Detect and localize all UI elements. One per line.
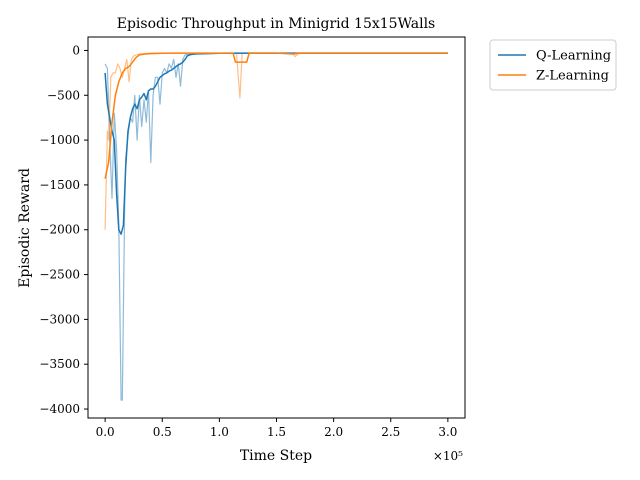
y-tick-label: −3500 [39, 357, 80, 371]
x-tick-label: 3.0 [438, 425, 457, 439]
y-tick-label: 0 [72, 43, 80, 57]
x-tick-label: 0.0 [96, 425, 115, 439]
series-smoothed-q-learning [104, 52, 448, 235]
y-axis-label: Episodic Reward [17, 168, 33, 288]
plot-area [104, 52, 448, 401]
x-tick-label: 0.5 [153, 425, 172, 439]
y-tick-label: −2000 [39, 223, 80, 237]
legend-label-q-learning: Q-Learning [536, 49, 611, 64]
series-smoothed-z-learning [104, 52, 448, 179]
y-tick-label: −1000 [39, 133, 80, 147]
y-tick-label: −1500 [39, 178, 80, 192]
y-tick-label: −4000 [39, 402, 80, 416]
y-tick-label: −500 [47, 88, 80, 102]
plot-frame [87, 36, 466, 419]
ticks: 0.0 0.5 1.0 1.5 2.0 2.5 3.0 0 −500 −1000 −1500 −200… [39, 43, 457, 439]
x-tick-label: 2.0 [324, 425, 343, 439]
x-tick-label: 2.5 [381, 425, 400, 439]
legend-label-z-learning: Z-Learning [536, 69, 609, 84]
legend: Q-Learning Z-Learning [489, 39, 617, 91]
legend-box [489, 39, 617, 91]
x-axis-multiplier: ×10⁵ [433, 449, 463, 463]
series-raw-q-learning [104, 52, 448, 401]
chart-title: Episodic Throughput in Minigrid 15x15Wal… [117, 16, 436, 32]
y-tick-label: −2500 [39, 268, 80, 282]
y-tick-label: −3000 [39, 312, 80, 326]
series-raw-z-learning [104, 52, 448, 230]
x-tick-label: 1.0 [210, 425, 229, 439]
x-tick-label: 1.5 [267, 425, 286, 439]
x-axis-label: Time Step [240, 448, 312, 464]
